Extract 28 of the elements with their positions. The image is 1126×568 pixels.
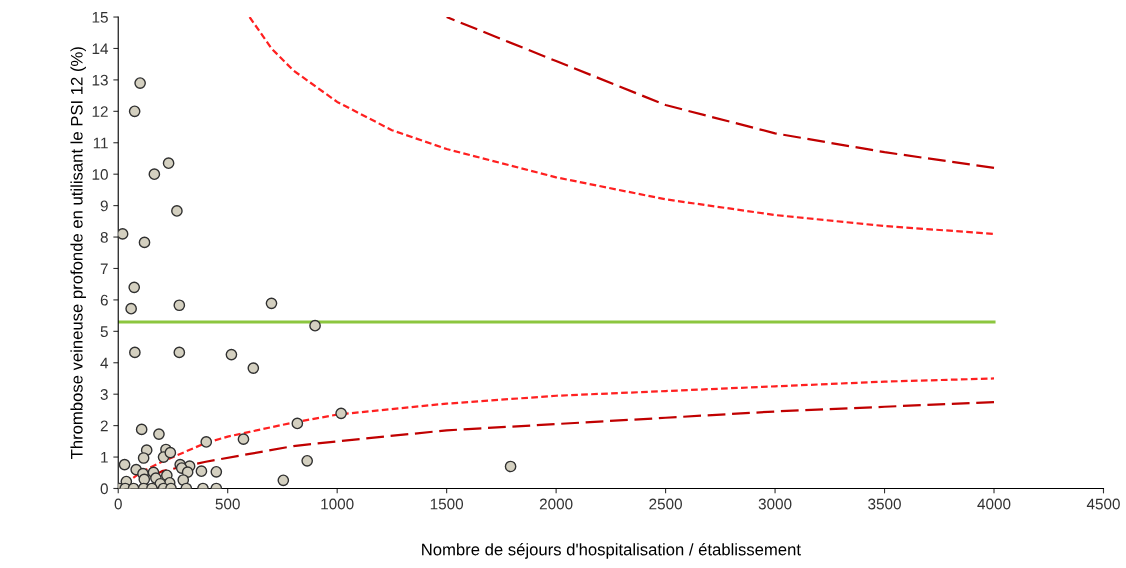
x-tick-label: 3500 <box>868 498 901 510</box>
x-tick-label: 0 <box>114 498 122 510</box>
y-tick-label: 11 <box>93 137 108 149</box>
x-tick-label: 3000 <box>758 498 792 510</box>
y-tick-label: 4 <box>100 357 109 369</box>
x-tick-label: 1500 <box>430 498 464 510</box>
x-tick-label: 4000 <box>977 498 1011 510</box>
y-tick-label: 1 <box>101 452 108 463</box>
x-tick-label: 2500 <box>649 498 682 510</box>
y-tick-label: 14 <box>92 43 109 55</box>
x-tick-label: 1000 <box>321 498 354 510</box>
y-tick-label: 8 <box>100 231 108 243</box>
y-tick-label: 6 <box>100 294 108 306</box>
y-tick-label: 15 <box>92 12 108 23</box>
y-tick-label: 7 <box>100 263 108 275</box>
y-tick-label: 9 <box>100 200 108 212</box>
y-axis-title: Thrombose veineuse profonde en utilisant le PSI 12 (%) <box>70 47 86 459</box>
y-tick-label: 2 <box>100 420 108 432</box>
y-tick-label: 10 <box>92 169 108 180</box>
x-tick-label: 4500 <box>1086 498 1120 510</box>
y-tick-label: 0 <box>100 483 108 495</box>
y-tick-label: 5 <box>100 326 108 338</box>
y-tick-label: 3 <box>100 389 108 400</box>
x-axis-title: Nombre de séjours d'hospitalisation / établissement <box>422 543 801 559</box>
x-tick-label: 2000 <box>539 498 573 510</box>
y-tick-label: 13 <box>92 74 108 86</box>
y-tick-label: 12 <box>92 106 108 117</box>
x-tick-label: 500 <box>215 498 240 510</box>
